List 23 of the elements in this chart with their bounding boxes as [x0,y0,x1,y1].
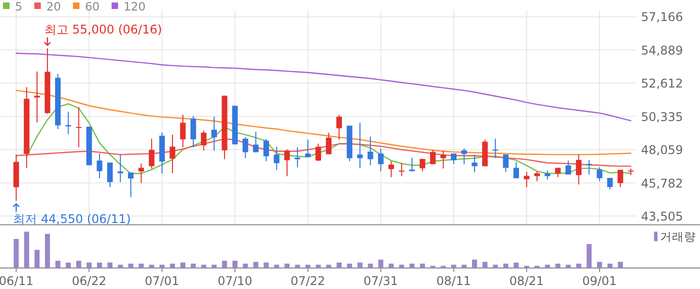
y-tick-label: 48,059 [641,143,683,158]
legend-label: 5 [15,0,22,14]
x-tick-label: 08/11 [436,274,472,288]
x-tick-label: 08/21 [509,274,544,288]
y-tick-label: 54,889 [641,43,683,58]
x-tick-label: 06/11 [0,274,34,288]
x-tick-label: 09/01 [582,274,617,288]
y-tick-label: 57,166 [641,10,683,24]
x-tick-label: 07/31 [363,274,398,288]
legend-label: 120 [124,0,146,14]
x-tick-label: 06/22 [72,274,106,288]
y-tick-label: 43,505 [641,210,683,224]
annotation: 최저 44,550 (06/11) [13,212,131,226]
x-tick-label: 07/22 [290,274,326,288]
legend-label: 20 [46,0,61,14]
x-tick-label: 07/01 [144,274,180,288]
annotation: 최고 55,000 (06/16) [44,22,162,36]
x-tick-label: 07/10 [218,274,252,288]
legend-label: 거래량 [660,230,696,244]
y-tick-label: 45,782 [641,176,683,190]
legend-label: 60 [84,0,100,14]
y-tick-label: 50,335 [641,110,683,124]
y-tick-label: 52,612 [641,76,683,91]
